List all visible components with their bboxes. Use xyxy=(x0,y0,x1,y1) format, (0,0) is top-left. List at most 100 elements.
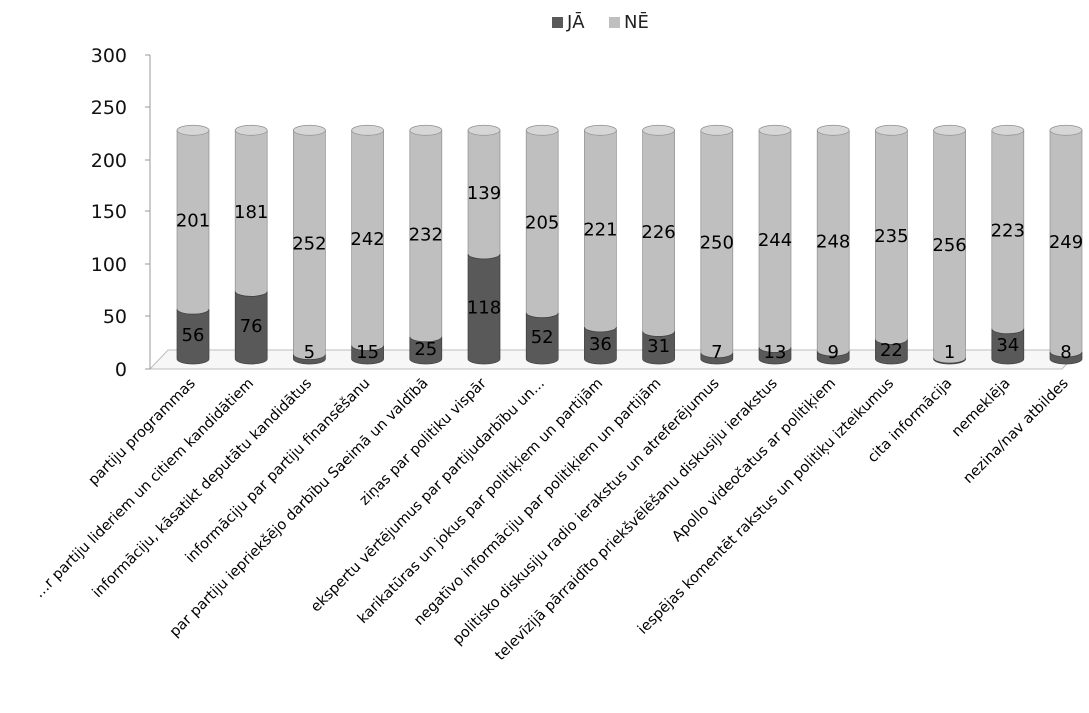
data-labels: 5620176181525215242252321181395220536221… xyxy=(176,183,1083,363)
data-label-ne: 250 xyxy=(700,233,734,254)
bar-top-cap xyxy=(234,124,268,136)
bar-stack xyxy=(933,124,966,365)
data-label-ja: 13 xyxy=(764,342,787,363)
data-label-ja: 118 xyxy=(467,297,501,318)
bar-segment-ja xyxy=(758,347,792,365)
bar-segment-ja xyxy=(351,345,384,365)
y-axis: 0 50 100 150 200 250 300 xyxy=(91,45,151,381)
bar-segment-ja xyxy=(467,253,501,365)
legend-swatch-ja xyxy=(552,17,563,28)
bar-top-cap xyxy=(758,124,792,136)
bar-top-cap xyxy=(642,124,675,136)
bar-top-cap xyxy=(991,124,1025,136)
bar-stack xyxy=(875,124,908,365)
bar-stack xyxy=(467,124,501,365)
y-tick-label: 150 xyxy=(91,201,127,223)
bar-top-cap xyxy=(351,124,384,136)
bar-stack xyxy=(351,124,384,365)
bar-segment-ja xyxy=(293,354,326,365)
category-label: …r partiju lideriem un citiem kandidātie… xyxy=(31,376,257,602)
bar-segment-ja xyxy=(991,328,1025,365)
bar-segment-ja xyxy=(525,312,559,365)
bar-segment-ja xyxy=(1049,351,1083,365)
y-tick-label: 250 xyxy=(91,97,127,119)
data-label-ne: 232 xyxy=(409,225,443,246)
data-label-ne: 139 xyxy=(467,183,501,204)
data-label-ja: 15 xyxy=(356,342,379,363)
data-label-ja: 25 xyxy=(414,339,437,360)
bar-stack xyxy=(176,124,210,365)
bar-top-cap xyxy=(933,124,966,136)
bar-top-cap xyxy=(816,124,850,136)
data-label-ja: 1 xyxy=(944,342,955,363)
bar-top-cap xyxy=(293,124,326,136)
data-label-ne: 221 xyxy=(583,220,617,241)
legend: JĀ NĒ xyxy=(552,11,649,33)
data-label-ja: 36 xyxy=(589,334,612,355)
bars xyxy=(176,124,1083,365)
bar-segment-ja xyxy=(234,291,268,365)
data-label-ne: 249 xyxy=(1049,232,1083,253)
category-label: televīzijā pārraidīto priekšvēlēšanu dis… xyxy=(492,376,780,664)
data-label-ne: 242 xyxy=(350,229,384,250)
data-label-ne: 252 xyxy=(292,233,326,254)
bar-stack xyxy=(293,124,326,365)
bar-stack xyxy=(816,124,850,365)
bar-stack xyxy=(642,124,675,365)
bar-stack xyxy=(584,124,617,365)
bar-top-cap xyxy=(525,124,559,136)
legend-label-ne: NĒ xyxy=(624,11,649,33)
bar-stack xyxy=(1049,124,1083,365)
bar-stack xyxy=(234,124,268,365)
data-label-ja: 52 xyxy=(531,327,554,348)
bar-segment-ja xyxy=(875,339,908,365)
data-label-ja: 34 xyxy=(996,335,1019,356)
bar-stack xyxy=(409,124,443,365)
bar-segment-ja xyxy=(176,309,210,365)
data-label-ne: 248 xyxy=(816,232,850,253)
y-tick-label: 100 xyxy=(91,254,127,276)
y-tick-label: 300 xyxy=(91,45,127,67)
data-label-ne: 205 xyxy=(525,212,559,233)
bar-top-cap xyxy=(467,124,501,136)
data-label-ja: 31 xyxy=(647,336,670,357)
data-label-ja: 8 xyxy=(1060,342,1071,363)
bar-top-cap xyxy=(1049,124,1083,136)
data-label-ne: 223 xyxy=(991,221,1025,242)
bar-stack xyxy=(991,124,1025,365)
category-label: nemeklēja xyxy=(949,376,1014,441)
bar-top-cap xyxy=(409,124,443,136)
bar-top-cap xyxy=(176,124,210,136)
bar-stack xyxy=(525,124,559,365)
data-label-ja: 22 xyxy=(880,340,903,361)
bar-stack xyxy=(700,124,734,365)
bar-segment-ja xyxy=(642,331,675,365)
category-label: informāciju, kāsatikt deputātu kandidātu… xyxy=(90,376,316,602)
bar-top-cap xyxy=(584,124,617,136)
data-label-ja: 7 xyxy=(711,342,722,363)
y-tick-label: 200 xyxy=(91,150,127,172)
y-tick-label: 0 xyxy=(115,359,127,381)
bar-top-cap xyxy=(875,124,908,136)
legend-label-ja: JĀ xyxy=(566,11,585,33)
bar-segment-ja xyxy=(409,336,443,365)
category-labels: partiju programmas…r partiju lideriem un… xyxy=(31,375,1071,663)
data-label-ja: 5 xyxy=(304,342,315,363)
legend-swatch-ne xyxy=(609,17,620,28)
bar-stack xyxy=(758,124,792,365)
data-label-ne: 201 xyxy=(176,211,210,232)
data-label-ja: 76 xyxy=(240,316,263,337)
category-label: nezina/nav atbildes xyxy=(960,376,1071,487)
bar-top-cap xyxy=(700,124,734,136)
category-label: partiju programmas xyxy=(86,376,199,489)
data-label-ne: 244 xyxy=(758,230,792,251)
bar-segment-ja xyxy=(700,352,734,365)
data-label-ne: 256 xyxy=(932,235,966,256)
bar-segment-ja xyxy=(584,326,617,365)
data-label-ne: 181 xyxy=(234,202,268,223)
data-label-ja: 56 xyxy=(182,325,205,346)
data-label-ne: 226 xyxy=(641,222,675,243)
data-label-ja: 9 xyxy=(827,342,838,363)
bar-segment-ja xyxy=(816,350,850,365)
